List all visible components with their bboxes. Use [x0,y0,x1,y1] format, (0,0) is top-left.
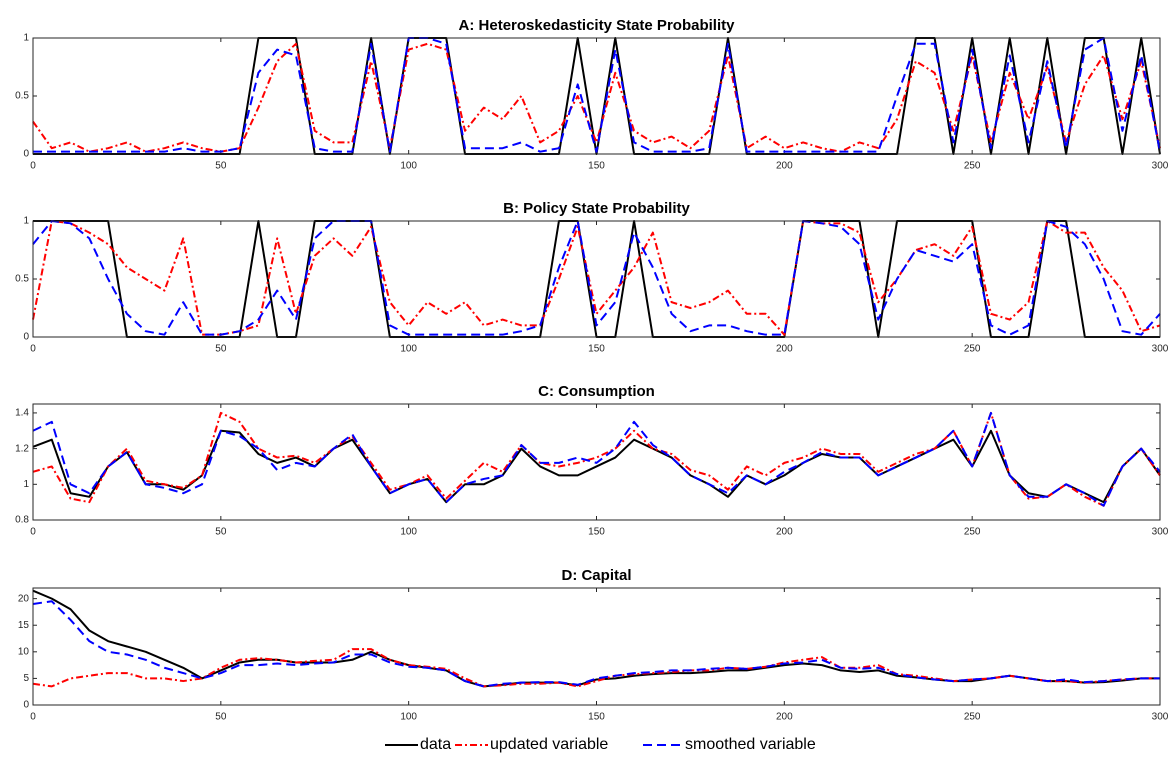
x-tick-label: 100 [400,527,417,538]
legend-label: data [420,736,451,753]
x-tick-label: 0 [30,527,36,538]
panel-title: D: Capital [561,567,631,584]
x-tick-label: 200 [776,712,793,723]
x-tick-label: 50 [215,161,227,172]
x-tick-label: 150 [588,344,605,355]
y-tick-label: 5 [23,673,29,684]
x-tick-label: 300 [1152,344,1169,355]
x-tick-label: 200 [776,161,793,172]
x-tick-label: 250 [964,712,981,723]
series-line [32,411,1161,507]
x-tick-label: 150 [588,527,605,538]
x-tick-label: 200 [776,344,793,355]
series-line [33,37,1161,153]
series-line [32,600,1160,688]
x-tick-label: 50 [215,527,227,538]
y-tick-label: 1 [23,479,29,490]
y-tick-label: 1.2 [15,443,29,454]
x-tick-label: 50 [215,712,227,723]
series-line [32,220,1161,336]
x-tick-label: 250 [964,344,981,355]
plot-area [33,221,1160,337]
panel-title: C: Consumption [538,383,655,400]
plot-frame [32,587,1161,706]
x-tick-label: 250 [964,527,981,538]
panel-title: B: Policy State Probability [503,200,690,217]
y-tick-label: 20 [18,593,30,604]
x-tick-label: 50 [215,344,227,355]
series-line [32,648,1160,688]
x-tick-label: 300 [1152,161,1169,172]
y-tick-label: 1.4 [15,408,29,419]
x-tick-label: 300 [1152,527,1169,538]
x-tick-label: 200 [776,527,793,538]
y-tick-label: 0.5 [15,91,29,102]
x-tick-label: 100 [400,161,417,172]
plot-area [33,588,1160,705]
y-tick-label: 0.5 [15,274,29,285]
legend-label: updated variable [490,736,608,753]
y-tick-label: 0 [23,332,29,343]
x-tick-label: 250 [964,161,981,172]
x-tick-label: 150 [588,161,605,172]
series-line [32,589,1160,688]
y-tick-label: 0.8 [15,515,29,526]
x-tick-label: 0 [30,161,36,172]
y-tick-label: 1 [23,33,29,44]
x-tick-label: 100 [400,344,417,355]
series-line [32,411,1161,507]
panel-title: A: Heteroskedasticity State Probability [459,17,736,34]
x-tick-label: 150 [588,712,605,723]
x-tick-label: 300 [1152,712,1169,723]
y-tick-label: 0 [23,700,29,711]
y-tick-label: 10 [18,646,30,657]
legend-label: smoothed variable [685,736,816,753]
y-tick-label: 1 [23,216,29,227]
x-tick-label: 0 [30,712,36,723]
y-tick-label: 15 [18,620,30,631]
x-tick-label: 0 [30,344,36,355]
plot-frame [32,37,1161,155]
x-tick-label: 100 [400,712,417,723]
plot-frame [32,220,1161,338]
plot-area [33,38,1160,154]
y-tick-label: 0 [23,149,29,160]
plot-frame [32,403,1161,521]
